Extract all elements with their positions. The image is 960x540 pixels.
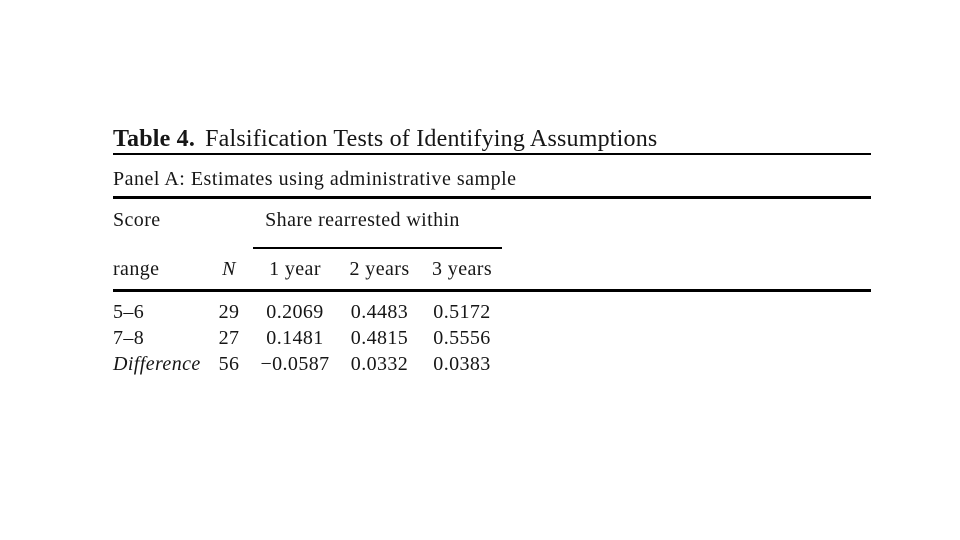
header-row-bottom: range N 1 year 2 years 3 years (113, 249, 502, 289)
panel-a-heading: Panel A: Estimates using administrative … (113, 168, 517, 190)
header-empty-cell (205, 210, 253, 249)
header-score: Score (113, 209, 161, 231)
header-1-year: 1 year (269, 258, 321, 280)
table-title: Table 4. Falsification Tests of Identifyi… (113, 126, 657, 152)
table-4: Table 4. Falsification Tests of Identifyi… (113, 126, 871, 406)
table-row: 7–8 27 0.1481 0.4815 0.5556 (113, 325, 502, 351)
cell-2-years: 0.4815 (350, 327, 409, 349)
header-2-years: 2 years (349, 258, 410, 280)
cell-n: 56 (218, 353, 240, 375)
header-rule (113, 289, 871, 292)
cell-n: 27 (218, 327, 240, 349)
header-3-years: 3 years (432, 258, 492, 280)
table-title-label: Table 4. (113, 126, 196, 152)
table-row: 5–6 29 0.2069 0.4483 0.5172 (113, 299, 502, 325)
title-rule (113, 153, 871, 155)
table-title-caption: Falsification Tests of Identifying Assum… (205, 126, 658, 152)
cell-1-year: 0.2069 (266, 301, 324, 323)
header-span-cell: Share rearrested within (253, 209, 503, 249)
cell-3-years: 0.5172 (433, 301, 491, 323)
cell-3-years: 0.5556 (433, 327, 491, 349)
cell-2-years: 0.0332 (350, 353, 409, 375)
cell-n: 29 (218, 301, 240, 323)
cell-3-years: 0.0383 (433, 353, 491, 375)
table-header: Score Share rearrested within range N 1 … (113, 209, 503, 289)
cell-range: 5–6 (113, 301, 145, 323)
table-body: 5–6 29 0.2069 0.4483 0.5172 7–8 27 0.148… (113, 299, 502, 377)
table-row: Difference 56 −0.0587 0.0332 0.0383 (113, 351, 502, 377)
header-n: N (222, 258, 236, 280)
panel-rule (113, 196, 871, 199)
cell-1-year: −0.0587 (260, 353, 330, 375)
header-range: range (113, 258, 160, 280)
header-span-label: Share rearrested within (265, 209, 460, 231)
header-row-top: Score Share rearrested within (113, 209, 503, 249)
cell-range: Difference (113, 353, 201, 375)
cell-range: 7–8 (113, 327, 145, 349)
cell-2-years: 0.4483 (350, 301, 409, 323)
cell-1-year: 0.1481 (266, 327, 324, 349)
